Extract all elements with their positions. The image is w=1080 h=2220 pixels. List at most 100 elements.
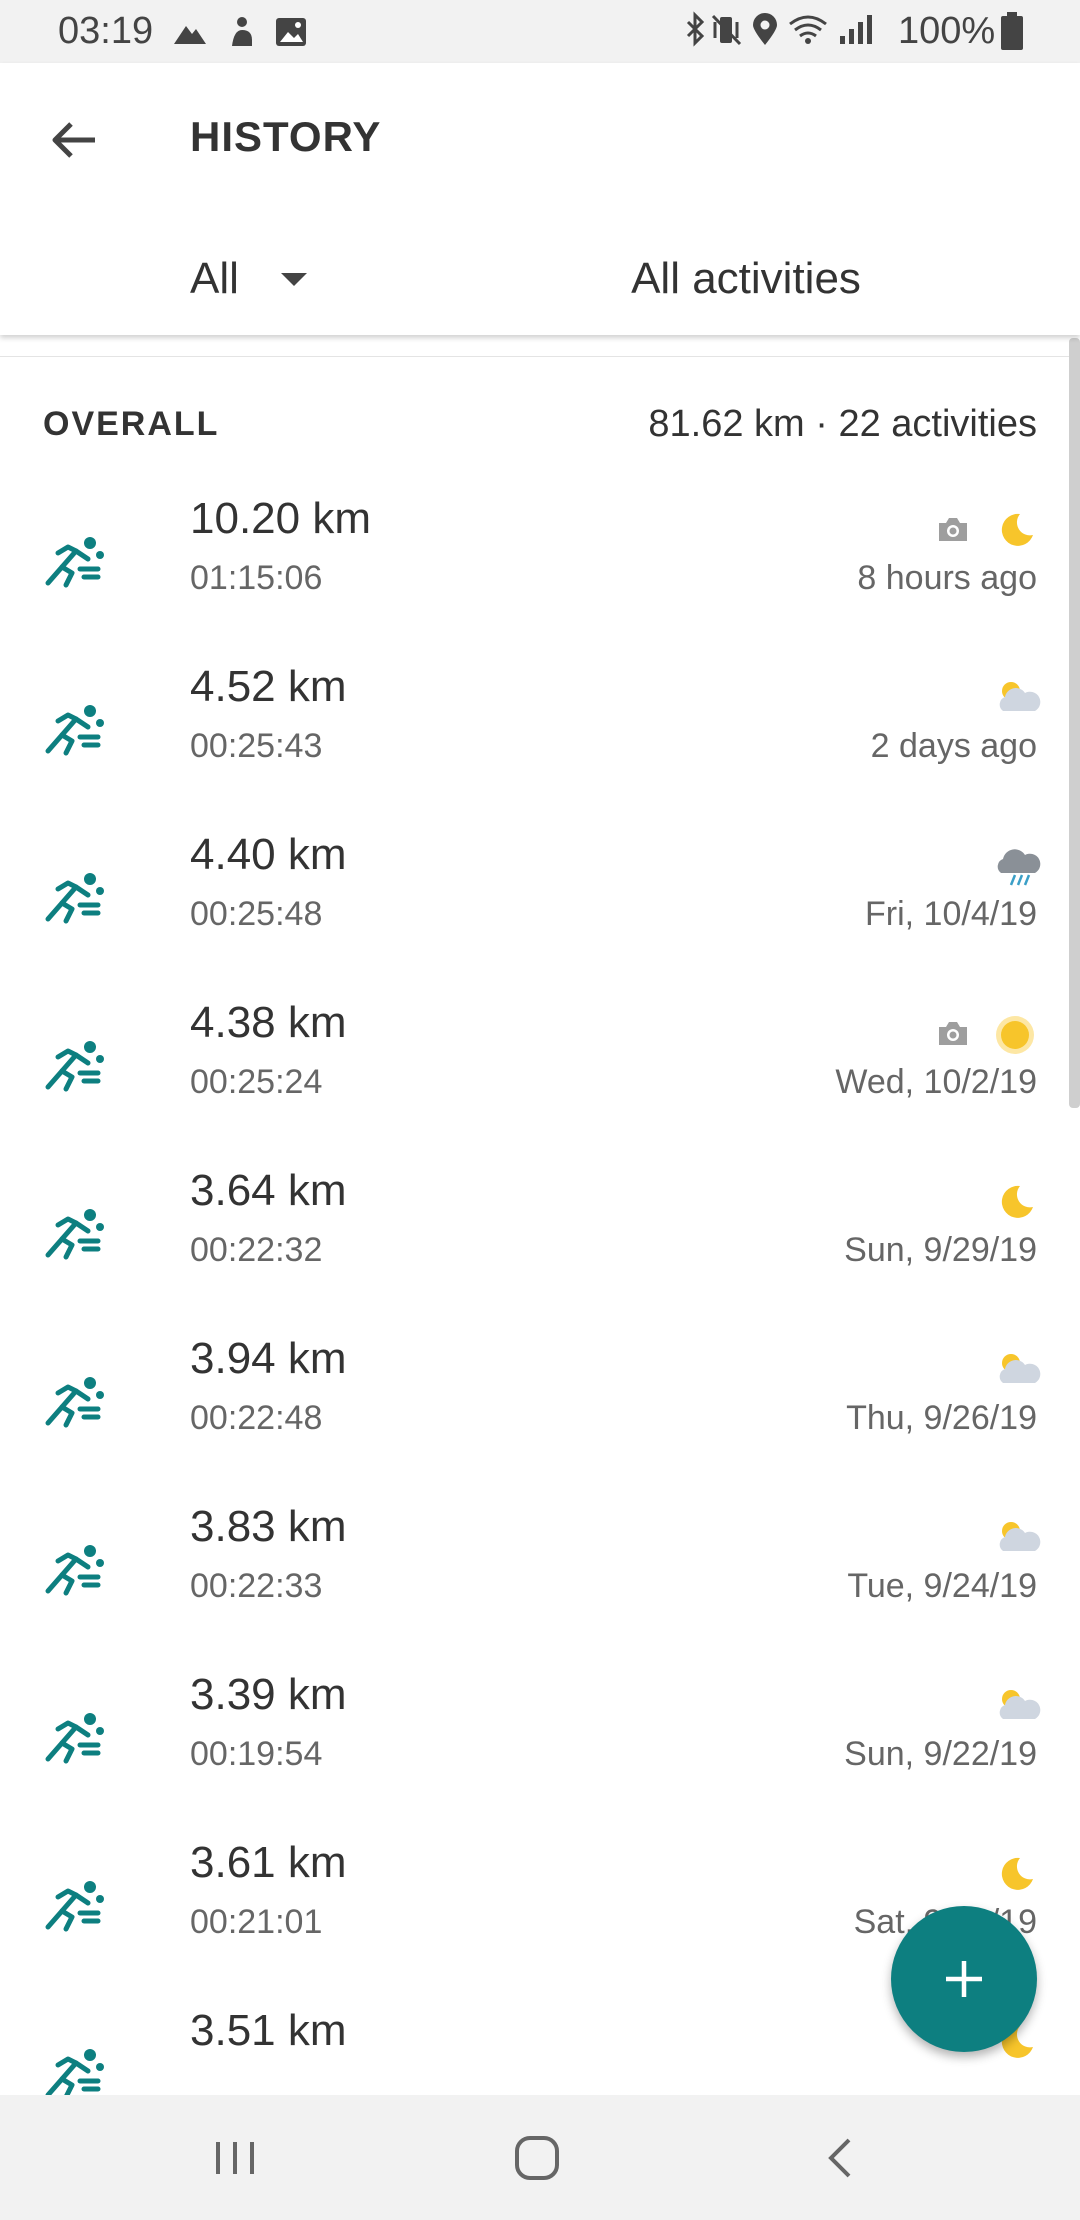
partly-cloudy-icon	[993, 1349, 1041, 1389]
plus-icon	[946, 1961, 982, 1997]
activity-distance: 10.20 km	[190, 494, 371, 543]
activity-distance: 3.64 km	[190, 1166, 347, 1215]
activity-distance: 3.51 km	[190, 2006, 347, 2055]
running-icon	[40, 525, 110, 595]
sun-icon	[993, 1013, 1037, 1054]
running-icon	[40, 1365, 110, 1435]
gesture-icon	[232, 17, 252, 46]
activity-row[interactable]: 3.51 km	[0, 1991, 1080, 2159]
activity-distance: 3.39 km	[190, 1670, 347, 1719]
activity-meta-icons	[993, 1683, 1041, 1727]
home-icon	[515, 2136, 559, 2180]
recent-apps-icon	[216, 2142, 254, 2174]
bluetooth-icon	[686, 11, 705, 47]
page-title: HISTORY	[190, 113, 382, 160]
running-icon	[40, 1029, 110, 1099]
activity-filter[interactable]: All activities	[631, 254, 861, 303]
list-top-divider	[0, 356, 1080, 357]
running-icon	[40, 693, 110, 763]
running-icon	[40, 1869, 110, 1939]
moon-icon	[993, 1853, 1037, 1893]
activity-distance: 4.40 km	[190, 830, 347, 879]
status-system-icons	[686, 11, 872, 47]
activity-date: Thu, 9/26/19	[846, 1399, 1037, 1437]
rain-cloud-icon	[993, 845, 1041, 886]
activity-distance: 3.61 km	[190, 1838, 347, 1887]
activity-duration: 00:22:48	[190, 1399, 323, 1437]
moon-icon	[993, 509, 1037, 549]
vibrate-icon	[711, 14, 742, 46]
activity-meta-icons	[993, 1347, 1041, 1391]
summary-row: OVERALL 81.62 km · 22 activities	[0, 395, 1080, 455]
partly-cloudy-icon	[993, 1517, 1041, 1557]
overall-label: OVERALL	[43, 405, 220, 443]
activity-duration: 01:15:06	[190, 559, 323, 597]
camera-icon	[935, 514, 971, 544]
status-time: 03:19	[58, 10, 154, 52]
signal-icon	[840, 15, 872, 44]
activity-duration: 00:25:43	[190, 727, 323, 765]
image-icon	[276, 18, 306, 46]
activity-duration: 00:25:24	[190, 1063, 323, 1101]
activity-duration: 00:21:01	[190, 1903, 323, 1941]
home-button[interactable]	[497, 2127, 577, 2189]
period-filter-dropdown[interactable]: All	[190, 249, 307, 309]
activity-duration: 00:22:32	[190, 1231, 323, 1269]
mountain-icon	[174, 26, 206, 44]
activity-meta-icons	[993, 1179, 1037, 1223]
activity-date: Wed, 10/2/19	[835, 1063, 1037, 1101]
battery-percent: 100%	[898, 10, 996, 52]
activity-row[interactable]: 3.94 km 00:22:48 Thu, 9/26/19	[0, 1319, 1080, 1487]
activity-date: Fri, 10/4/19	[865, 895, 1037, 933]
activity-row[interactable]: 3.83 km 00:22:33 Tue, 9/24/19	[0, 1487, 1080, 1655]
system-nav-bar	[0, 2095, 1080, 2220]
nav-back-button[interactable]	[800, 2127, 880, 2189]
activity-duration: 00:22:33	[190, 1567, 323, 1605]
app-bar: HISTORY All All activities	[0, 63, 1080, 335]
status-notification-icons	[174, 17, 306, 46]
period-filter-value: All	[190, 254, 239, 303]
activity-distance: 3.83 km	[190, 1502, 347, 1551]
activity-row[interactable]: 4.52 km 00:25:43 2 days ago	[0, 647, 1080, 815]
running-icon	[40, 861, 110, 931]
running-icon	[40, 1533, 110, 1603]
activity-meta-icons	[993, 675, 1041, 719]
activity-date: 8 hours ago	[857, 559, 1037, 597]
activity-date: Sun, 9/29/19	[844, 1231, 1037, 1269]
back-icon	[828, 2138, 851, 2178]
activity-row[interactable]: 3.64 km 00:22:32 Sun, 9/29/19	[0, 1151, 1080, 1319]
activity-row[interactable]: 10.20 km 01:15:06 8 hours ago	[0, 479, 1080, 647]
activity-row[interactable]: 4.40 km 00:25:48 Fri, 10/4/19	[0, 815, 1080, 983]
running-icon	[40, 1701, 110, 1771]
activity-meta-icons	[993, 843, 1041, 887]
activity-duration: 00:19:54	[190, 1735, 323, 1773]
recent-apps-button[interactable]	[195, 2127, 275, 2189]
activity-row[interactable]: 4.38 km 00:25:24 Wed, 10/2/19	[0, 983, 1080, 1151]
moon-icon	[993, 1181, 1037, 1221]
arrow-left-icon	[52, 122, 95, 158]
scrollbar[interactable]	[1069, 338, 1080, 1108]
summary-stats: 81.62 km · 22 activities	[648, 403, 1037, 445]
activity-row[interactable]: 3.39 km 00:19:54 Sun, 9/22/19	[0, 1655, 1080, 1823]
battery-icon	[1001, 12, 1023, 50]
activity-meta-icons	[935, 1011, 1037, 1055]
activity-distance: 4.38 km	[190, 998, 347, 1047]
dropdown-arrow-icon	[280, 272, 307, 286]
activity-meta-icons	[993, 1851, 1037, 1895]
activity-duration: 00:25:48	[190, 895, 323, 933]
activity-meta-icons	[993, 1515, 1041, 1559]
activity-distance: 4.52 km	[190, 662, 347, 711]
camera-icon	[935, 1018, 971, 1048]
running-icon	[40, 2037, 110, 2107]
running-icon	[40, 1197, 110, 1267]
status-bar: 03:19 100%	[0, 0, 1080, 63]
partly-cloudy-icon	[993, 677, 1041, 717]
activity-date: Sun, 9/22/19	[844, 1735, 1037, 1773]
add-activity-button[interactable]	[891, 1906, 1037, 2052]
partly-cloudy-icon	[993, 1685, 1041, 1725]
activity-date: 2 days ago	[870, 727, 1037, 765]
activity-meta-icons	[935, 507, 1037, 551]
back-button[interactable]	[38, 104, 110, 176]
wifi-icon	[789, 15, 827, 44]
